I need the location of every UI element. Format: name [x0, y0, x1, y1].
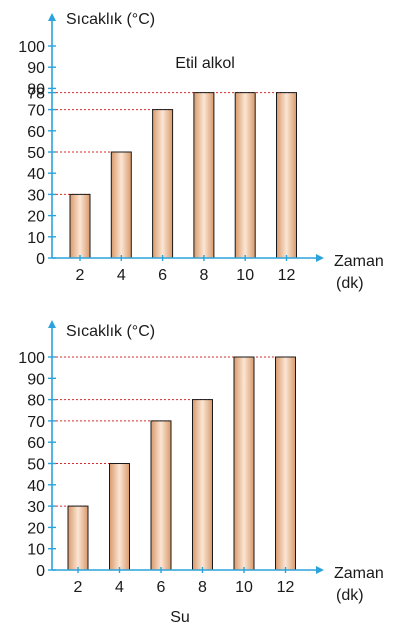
x-tick-label: 6 — [157, 579, 166, 596]
x-tick-label: 6 — [158, 267, 167, 284]
bar — [275, 356, 296, 571]
bar — [276, 92, 297, 259]
y-tick-label: 20 — [27, 209, 45, 226]
y-tick-label: 60 — [27, 124, 45, 141]
y-tick-label: 90 — [27, 371, 45, 388]
y-tick-label: 70 — [27, 414, 45, 431]
bar — [152, 109, 174, 259]
y-tick-label: 100 — [18, 39, 45, 56]
y-tick-label: 60 — [27, 435, 45, 452]
x-tick-label: 2 — [74, 579, 83, 596]
y-tick-label: 90 — [27, 60, 45, 77]
bar — [150, 420, 172, 571]
y-tick-label: 80 — [27, 393, 45, 410]
chart-title: Etil alkol — [175, 55, 235, 72]
y-tick-label: 100 — [18, 350, 45, 367]
x-axis-unit: (dk) — [336, 275, 364, 292]
bar — [193, 92, 215, 259]
y-tick-label: 10 — [27, 230, 45, 247]
y-tick-label: 70 — [27, 103, 45, 120]
y-tick-label: 0 — [36, 563, 45, 580]
bar — [233, 356, 255, 571]
bar — [67, 505, 89, 571]
x-tick-label: 4 — [115, 579, 124, 596]
y-tick-label: 0 — [36, 251, 45, 268]
y-tick-label: 20 — [27, 520, 45, 537]
bar — [192, 399, 213, 571]
y-tick-label: 50 — [27, 145, 45, 162]
bar — [110, 151, 132, 259]
y-axis-title: Sıcaklık (°C) — [66, 11, 155, 28]
water-chart: 0 10 20 30 40 50 60 70 80 90 100 2 4 6 8 10 12 Sıcaklık (… — [18, 320, 384, 626]
x-tick-label: 12 — [278, 267, 296, 284]
x-axis-title: Zaman — [334, 253, 384, 270]
y-axis-title: Sıcaklık (°C) — [66, 323, 155, 340]
x-tick-label: 8 — [199, 267, 208, 284]
x-tick-label: 10 — [236, 267, 254, 284]
bar — [69, 193, 91, 259]
bar — [109, 463, 130, 571]
y-tick-label: 50 — [27, 457, 45, 474]
y-tick-label: 40 — [27, 478, 45, 495]
y-tick-label: 80 — [27, 81, 45, 98]
x-tick-label: 10 — [235, 579, 253, 596]
y-tick-label: 30 — [27, 187, 45, 204]
x-tick-label: 8 — [198, 579, 207, 596]
y-tick-label: 78 — [27, 86, 45, 103]
x-axis-title: Zaman — [334, 565, 384, 582]
y-tick-label: 30 — [27, 499, 45, 516]
x-tick-label: 2 — [76, 267, 85, 284]
bar — [234, 92, 256, 259]
x-axis-unit: (dk) — [336, 587, 364, 604]
y-tick-label: 10 — [27, 542, 45, 559]
chart-title: Su — [170, 609, 190, 626]
x-tick-label: 4 — [117, 267, 126, 284]
y-tick-label: 40 — [27, 166, 45, 183]
x-tick-label: 12 — [277, 579, 295, 596]
